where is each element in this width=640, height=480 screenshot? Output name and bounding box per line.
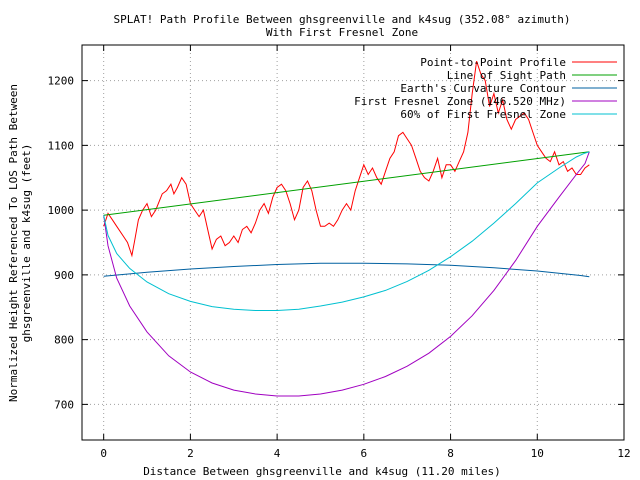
series-layer [103,61,590,397]
y-axis-label-line1: Normalized Height Referenced To LOS Path… [7,84,20,402]
tick-labels: 0 2 4 6 8 10 12 700 800 900 1000 1100 1200 [48,75,631,460]
x-tick-label: 8 [447,447,454,460]
x-tick-label: 4 [274,447,281,460]
legend-label: Earth's Curvature Contour [400,82,566,95]
y-tick-label: 1200 [48,75,75,88]
chart-subtitle: With First Fresnel Zone [266,26,418,39]
y-axis-label-line2: ghsgreenville and k4sug (feet) [20,144,33,343]
series-line-first-fresnel-zone-146-520-mhz [103,151,590,397]
legend-label: First Fresnel Zone (146.520 MHz) [354,95,566,108]
x-axis-label: Distance Between ghsgreenville and k4sug… [143,465,501,478]
y-tick-label: 900 [54,269,74,282]
series-line-earth-s-curvature-contour [103,262,590,278]
series-line-60-of-first-fresnel-zone [103,151,590,311]
series-line-line-of-sight-path [103,151,590,216]
chart-title: SPLAT! Path Profile Between ghsgreenvill… [114,13,571,26]
legend-label: Point-to-Point Profile [420,56,566,69]
series-line-point-to-point-profile [103,61,590,258]
y-tick-label: 1000 [48,204,75,217]
x-tick-label: 0 [100,447,107,460]
plot-frame [81,44,625,441]
axis-ticks [82,45,625,440]
y-tick-label: 800 [54,334,74,347]
x-tick-label: 12 [617,447,630,460]
x-tick-label: 10 [531,447,544,460]
x-tick-label: 6 [361,447,368,460]
legend-label: Line of Sight Path [447,69,566,82]
y-tick-label: 700 [54,398,74,411]
y-tick-label: 1100 [48,139,75,152]
x-tick-label: 2 [187,447,194,460]
legend-label: 60% of First Fresnel Zone [400,108,566,121]
